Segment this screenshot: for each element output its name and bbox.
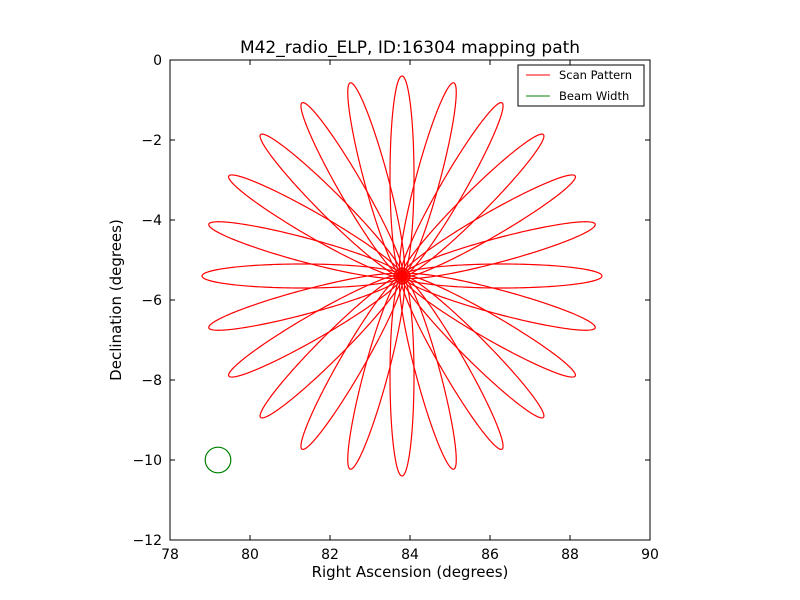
y-tick-label: −12 [132,533,162,549]
plot-content [201,75,603,477]
x-tick-label: 84 [401,547,419,563]
scan-pattern-petal [398,82,457,277]
x-tick-label: 90 [641,547,659,563]
y-tick-label: −8 [141,373,162,389]
y-axis-ticks: 0 −2 −4 −6 −8 −10 −12 [132,53,650,549]
x-axis-title: Right Ascension (degrees) [312,563,509,581]
legend-box [517,64,645,107]
legend: Scan Pattern Beam Width [517,64,645,107]
legend-label-scan-pattern: Scan Pattern [559,68,632,82]
x-tick-label: 80 [241,547,259,563]
beam-width-circle [204,446,232,474]
y-tick-label: −2 [141,133,162,149]
x-axis-ticks: 78 80 82 84 86 88 90 [161,60,659,563]
x-tick-label: 82 [321,547,339,563]
y-tick-label: 0 [153,53,162,69]
y-axis-title: Declination (degrees) [107,219,125,381]
chart-title: M42_radio_ELP, ID:16304 mapping path [240,38,580,58]
x-tick-label: 88 [561,547,579,563]
y-tick-label: −6 [141,293,162,309]
y-tick-label: −4 [141,213,162,229]
legend-label-beam-width: Beam Width [559,89,629,103]
x-tick-label: 78 [161,547,179,563]
x-tick-label: 86 [481,547,499,563]
y-tick-label: −10 [132,453,162,469]
